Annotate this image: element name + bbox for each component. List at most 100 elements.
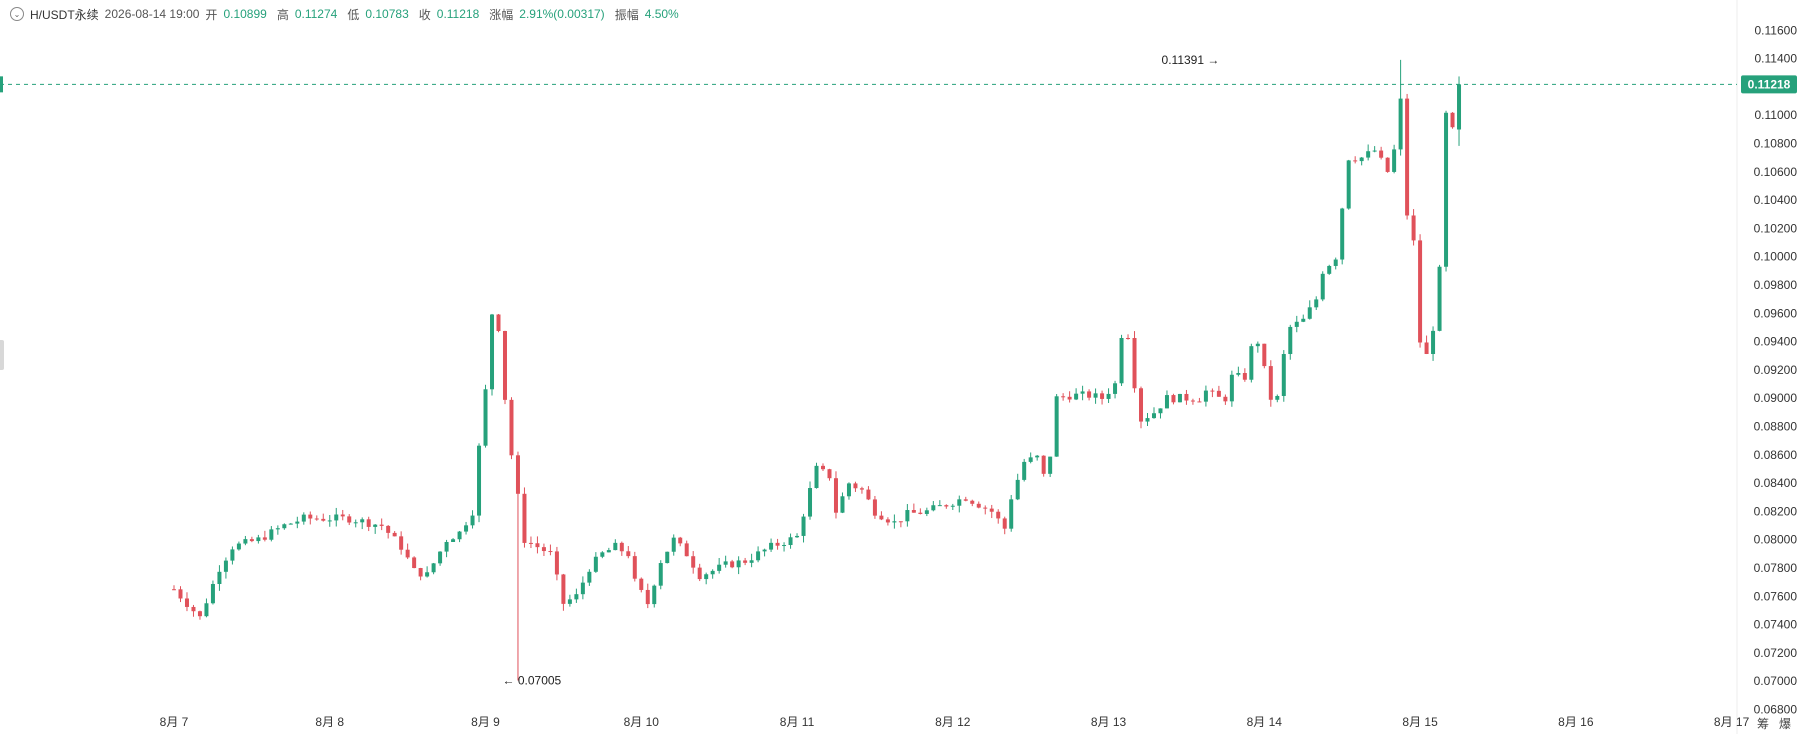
- y-tick-label: 0.11400: [1755, 52, 1798, 66]
- candle-body: [691, 556, 696, 568]
- chip-tool-button[interactable]: 筹: [1756, 717, 1769, 731]
- candle-body: [769, 542, 774, 550]
- candle-body: [684, 543, 689, 557]
- candle-body: [1126, 337, 1131, 339]
- candle-body: [918, 512, 923, 514]
- candle-body: [1353, 160, 1358, 162]
- y-tick-label: 0.10000: [1754, 250, 1798, 264]
- candle-body: [1340, 208, 1345, 260]
- y-tick-label: 0.08000: [1754, 533, 1798, 547]
- candle-body: [905, 510, 910, 522]
- candle-body: [619, 542, 624, 552]
- candle-body: [301, 514, 306, 522]
- x-tick-label: 8月 8: [315, 715, 344, 729]
- x-tick-label: 8月 11: [780, 715, 815, 729]
- candle-body: [399, 536, 404, 550]
- candle-body: [1236, 373, 1241, 375]
- candle-body: [373, 524, 378, 527]
- candle-body: [210, 583, 215, 604]
- candle-body: [1450, 112, 1455, 128]
- candle-body: [937, 505, 942, 507]
- candle-body: [1249, 346, 1254, 380]
- candle-body: [872, 499, 877, 516]
- candle-body: [483, 389, 488, 446]
- candle-body: [671, 537, 676, 552]
- candle-body: [1268, 366, 1273, 400]
- y-tick-label: 0.10200: [1754, 221, 1798, 235]
- candle-body: [1223, 396, 1228, 402]
- candle-body: [295, 521, 300, 524]
- liquidation-tool-button[interactable]: 爆: [1778, 717, 1791, 731]
- candle-body: [846, 483, 851, 497]
- x-tick-label: 8月 15: [1402, 715, 1438, 729]
- candle-body: [1100, 393, 1105, 399]
- candle-body: [1028, 457, 1033, 462]
- candle-body: [327, 520, 332, 522]
- candle-body: [1229, 374, 1234, 402]
- candle-body: [1151, 413, 1156, 419]
- candle-body: [243, 539, 248, 544]
- candle-body: [535, 543, 540, 548]
- candle-body: [275, 528, 280, 530]
- side-panel-handle[interactable]: [0, 340, 4, 370]
- candle-body: [1444, 112, 1449, 267]
- candle-body: [580, 582, 585, 595]
- candle-body: [866, 489, 871, 500]
- candle-body: [548, 551, 553, 553]
- candle-body: [1385, 157, 1390, 172]
- x-tick-label: 8月 9: [471, 715, 500, 729]
- candle-body: [665, 551, 670, 564]
- candle-body: [1424, 342, 1429, 355]
- collapse-chevron-icon[interactable]: ⌄: [10, 7, 24, 21]
- candle-body: [697, 567, 702, 580]
- candle-body: [587, 571, 592, 583]
- y-tick-label: 0.08200: [1754, 504, 1798, 518]
- candle-body: [1411, 215, 1416, 241]
- candle-body: [1080, 391, 1085, 394]
- y-tick-label: 0.07800: [1754, 561, 1798, 575]
- x-tick-label: 8月 13: [1091, 715, 1127, 729]
- candle-body: [931, 505, 936, 511]
- candle-body: [1372, 150, 1377, 152]
- candle-body: [723, 561, 728, 565]
- candle-body: [314, 518, 319, 520]
- candle-body: [782, 545, 787, 547]
- candle-body: [1301, 318, 1306, 322]
- low-label: 低: [347, 7, 360, 22]
- candle-body: [1015, 479, 1020, 500]
- extreme-annotation: ← 0.07005: [503, 673, 562, 687]
- candle-body: [1346, 160, 1351, 209]
- candle-body: [1366, 151, 1371, 158]
- candle-body: [996, 511, 1001, 519]
- candle-body: [1197, 401, 1202, 403]
- candle-body: [1139, 388, 1144, 422]
- candle-body: [1009, 499, 1014, 529]
- candle-body: [197, 611, 202, 617]
- candle-body: [1320, 273, 1325, 300]
- candle-body: [1405, 98, 1410, 216]
- candle-body: [1106, 393, 1111, 399]
- candle-body: [340, 514, 345, 517]
- candle-body: [379, 524, 384, 526]
- candle-body: [1087, 391, 1092, 398]
- candle-body: [425, 572, 430, 577]
- candle-body: [989, 508, 994, 512]
- x-tick-label: 8月 17: [1714, 715, 1750, 729]
- low-value: 0.10783: [365, 7, 409, 21]
- candle-body: [600, 552, 605, 557]
- candle-body: [1294, 321, 1299, 327]
- y-tick-label: 0.08400: [1754, 476, 1798, 490]
- candle-body: [1093, 393, 1098, 398]
- candle-body: [353, 522, 358, 524]
- candle-body: [704, 574, 709, 580]
- change-value: 2.91%(0.00317): [519, 7, 605, 21]
- candle-body: [230, 549, 235, 561]
- candle-body: [898, 521, 903, 523]
- x-tick-label: 8月 16: [1558, 715, 1594, 729]
- candle-body: [308, 514, 313, 519]
- candle-body: [288, 523, 293, 525]
- candle-body: [184, 598, 189, 607]
- candle-body: [1288, 326, 1293, 355]
